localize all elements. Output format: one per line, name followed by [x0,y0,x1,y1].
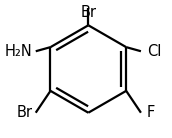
Text: Br: Br [16,105,32,120]
Text: F: F [147,105,155,120]
Text: H₂N: H₂N [5,44,32,59]
Text: Br: Br [80,5,96,20]
Text: Cl: Cl [147,44,162,59]
